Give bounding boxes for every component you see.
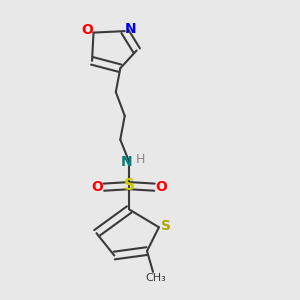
Text: CH₃: CH₃	[146, 273, 166, 284]
Text: O: O	[155, 180, 167, 194]
Text: N: N	[120, 155, 132, 169]
Text: S: S	[124, 178, 135, 193]
Text: O: O	[81, 23, 93, 37]
Text: S: S	[161, 219, 171, 233]
Text: N: N	[125, 22, 136, 36]
Text: H: H	[136, 153, 145, 166]
Text: O: O	[91, 180, 103, 194]
